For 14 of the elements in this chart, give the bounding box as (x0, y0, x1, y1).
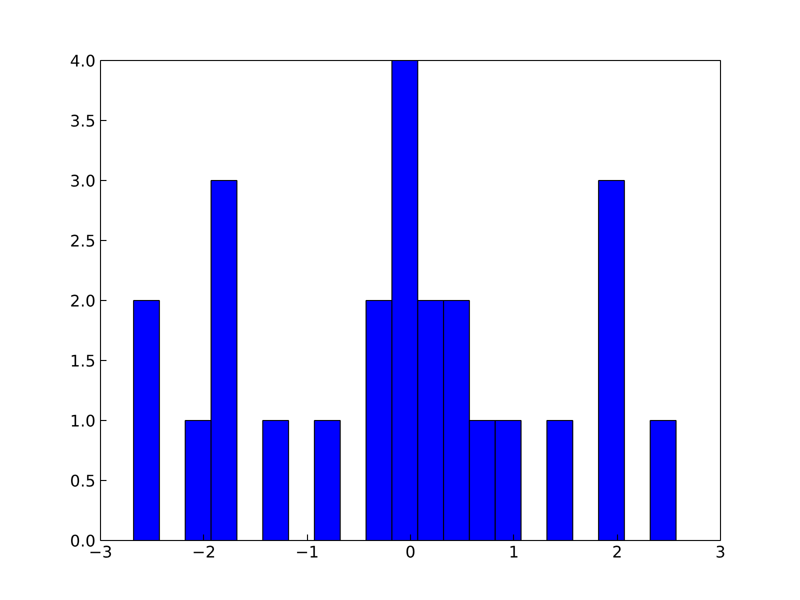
y-tick-label: 0.5 (70, 472, 96, 490)
x-tick-label: 3 (715, 542, 726, 562)
x-tick-label: −2 (192, 542, 216, 562)
x-tick-label: 2 (612, 542, 622, 562)
x-tick-label: −1 (295, 542, 319, 562)
y-tick-label: 3.0 (70, 172, 96, 190)
y-tick-label: 3.5 (70, 112, 96, 130)
y-tick-label: 4.0 (70, 52, 96, 70)
x-tick-label: 0 (405, 542, 416, 562)
y-tick-label: 2.5 (70, 232, 96, 250)
y-tick-label: 1.5 (70, 352, 96, 370)
y-tick-label: 2.0 (70, 292, 96, 310)
y-tick-label: 1.0 (70, 412, 96, 430)
x-tick-label: 1 (508, 542, 519, 562)
